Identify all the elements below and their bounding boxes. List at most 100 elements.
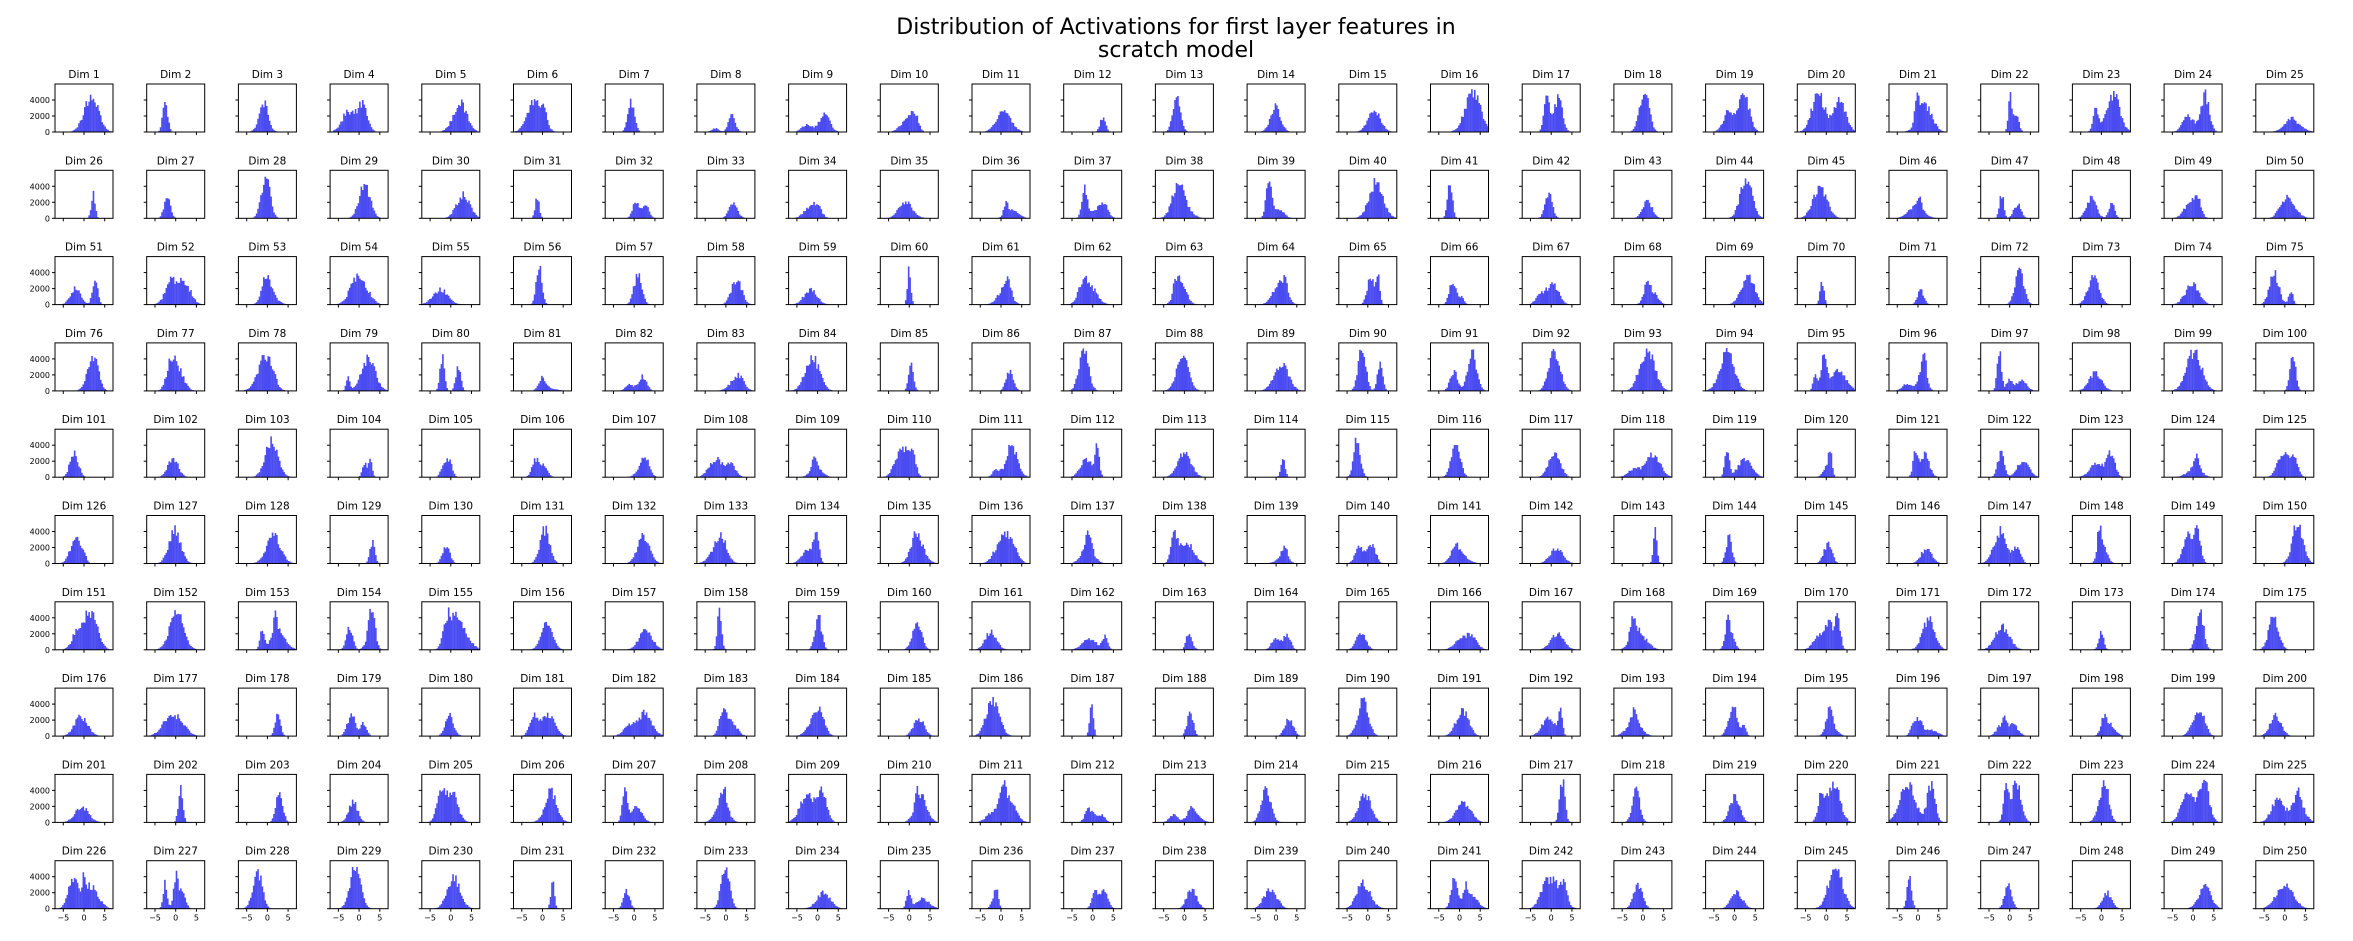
histogram-bar: [334, 129, 337, 132]
histogram-bar: [1469, 358, 1472, 391]
histogram-bar: [1459, 297, 1462, 305]
histogram-bar: [1072, 301, 1074, 305]
histogram-bar: [909, 277, 911, 305]
histogram-bar: [188, 291, 191, 305]
histogram-bar: [434, 292, 437, 305]
histogram-bar: [1823, 469, 1825, 478]
histogram-bar: [2287, 296, 2290, 305]
histogram-bar: [2018, 465, 2020, 478]
histogram-bar: [2182, 295, 2185, 305]
histogram-bar: [84, 381, 86, 391]
histogram-bar: [548, 473, 550, 478]
histogram-bar: [175, 461, 178, 478]
histogram-bars: [146, 276, 205, 305]
histogram-bar: [2180, 213, 2182, 219]
histogram-bar: [1016, 459, 1019, 478]
histogram-bar: [1019, 468, 1022, 478]
histogram-bar: [1753, 470, 1756, 478]
panel-dim-13: Dim 13: [1152, 69, 1214, 135]
histogram-bar: [1821, 187, 1824, 219]
histogram-bar: [1634, 467, 1636, 478]
histogram-bar: [1002, 469, 1005, 478]
histogram-bar: [2296, 123, 2298, 132]
histogram-bar: [1446, 471, 1449, 478]
histogram-bar: [180, 368, 182, 391]
histogram-bar: [629, 385, 632, 391]
histogram-bar: [810, 466, 812, 478]
histogram-bar: [1098, 126, 1101, 132]
histogram-bar: [1167, 476, 1169, 478]
histogram-bar: [372, 363, 374, 391]
histogram-bar: [97, 217, 99, 219]
histogram-bar: [2016, 270, 2019, 305]
histogram-bar: [1554, 283, 1556, 305]
histogram-bar: [2264, 298, 2267, 305]
histogram-bar: [177, 463, 179, 478]
histogram-bar: [2270, 217, 2272, 219]
panel-dim-22: Dim 22: [1977, 69, 2040, 135]
histogram-bars: [1628, 199, 1667, 219]
histogram-bar: [1821, 355, 1824, 391]
histogram-bar: [552, 388, 555, 391]
histogram-bar: [76, 462, 79, 478]
histogram-bar: [640, 282, 642, 305]
panel-dim-68: Dim 68: [1610, 242, 1673, 308]
histogram-bar: [1079, 209, 1082, 219]
histogram-bar: [1459, 123, 1462, 132]
panel-dim-94: Dim 94: [1702, 328, 1765, 394]
histogram-bar: [1012, 123, 1015, 132]
histogram-bar: [1644, 201, 1646, 219]
axes-frame: [696, 169, 756, 219]
histogram-bar: [1740, 94, 1742, 132]
histogram-bar: [1711, 387, 1713, 391]
histogram-bar: [545, 383, 547, 391]
histogram-bar: [1363, 211, 1366, 219]
histogram-bar: [819, 121, 821, 132]
histogram-bar: [900, 205, 903, 219]
axes-frame: [1796, 256, 1856, 306]
panel-title: Dim 62: [1074, 242, 1112, 254]
histogram-bar: [1104, 204, 1106, 219]
histogram-bar: [824, 474, 827, 478]
histogram-bar: [2032, 473, 2035, 478]
histogram-bar: [261, 355, 264, 391]
histogram-bar: [1916, 381, 1919, 391]
histogram-bar: [2270, 276, 2272, 305]
histogram-bars: [1715, 452, 1764, 478]
histogram-bar: [1733, 366, 1735, 391]
histogram-bar: [886, 475, 888, 478]
histogram-bar: [744, 299, 747, 305]
histogram-bar: [165, 470, 168, 478]
histogram-bar: [475, 214, 478, 219]
histogram-bar: [2101, 297, 2103, 305]
histogram-bar: [1197, 216, 1200, 219]
histogram-bar: [1919, 105, 1922, 132]
histogram-bar: [1006, 113, 1009, 132]
histogram-bar: [252, 381, 255, 391]
histogram-bar: [2016, 116, 2019, 132]
histogram-bar: [2182, 208, 2185, 219]
histogram-bar: [2281, 299, 2284, 305]
panel-dim-55: Dim 55: [418, 242, 481, 308]
histogram-bar: [1555, 106, 1558, 132]
histogram-bar: [1811, 199, 1814, 219]
y-tick-label: 0: [45, 387, 50, 396]
histogram-bar: [1995, 378, 1997, 391]
histogram-bar: [718, 130, 721, 132]
histogram-bar: [1922, 209, 1924, 219]
histogram-bar: [808, 364, 811, 391]
histogram-bar: [279, 460, 281, 478]
histogram-bar: [2082, 300, 2085, 305]
histogram-bar: [1821, 471, 1824, 478]
histogram-bar: [2001, 198, 2003, 219]
histogram-bar: [104, 126, 106, 132]
histogram-bar: [1663, 388, 1665, 391]
panel-dim-79: Dim 79: [327, 328, 389, 394]
histogram-bar: [1101, 301, 1103, 305]
histogram-bar: [1172, 470, 1175, 478]
histogram-bar: [1081, 465, 1083, 478]
histogram-bar: [1651, 292, 1654, 305]
histogram-bar: [252, 129, 255, 132]
panel-title: Dim 2: [160, 69, 191, 81]
histogram-bars: [1987, 450, 2039, 478]
